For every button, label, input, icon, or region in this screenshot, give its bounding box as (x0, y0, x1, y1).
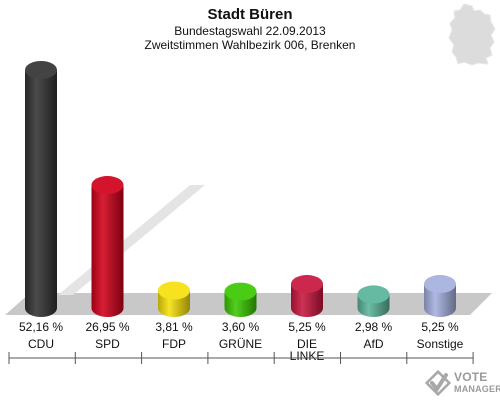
category-label: CDU (28, 337, 54, 351)
bar-cdu (25, 70, 57, 317)
chart-subtitle-district: Zweitstimmen Wahlbezirk 006, Brenken (144, 38, 356, 52)
bar-top-grüne (224, 282, 257, 301)
value-label: 3,60 % (222, 320, 260, 334)
bar-spd (91, 185, 124, 317)
bar-sonstige (424, 284, 456, 317)
value-label: 5,25 % (288, 320, 326, 334)
value-label: 52,16 % (19, 320, 63, 334)
watermark-text-manager: MANAGER (454, 384, 500, 394)
category-label: GRÜNE (219, 337, 262, 351)
category-label: FDP (162, 337, 186, 351)
germany-map-icon (448, 3, 496, 66)
ballot-check-icon (424, 369, 452, 397)
category-label: SPD (95, 337, 120, 351)
category-label: Sonstige (417, 337, 464, 351)
value-label: 5,25 % (421, 320, 459, 334)
bar-top-cdu (25, 61, 57, 79)
category-label: DIE (297, 337, 317, 351)
bar-top-spd (91, 176, 124, 195)
bar-die-linke (291, 284, 323, 317)
chart-subtitle-election: Bundestagswahl 22.09.2013 (174, 24, 326, 38)
bar-top-die-linke (291, 275, 323, 294)
category-label: AfD (363, 337, 383, 351)
floor-shadow (58, 185, 205, 295)
value-label: 3,81 % (155, 320, 193, 334)
watermark-text-vote: VOTE (454, 370, 488, 384)
vote-manager-watermark: VOTE MANAGER (424, 368, 500, 400)
value-label: 26,95 % (85, 320, 129, 334)
value-label: 2,98 % (355, 320, 393, 334)
bar-top-sonstige (424, 275, 456, 294)
chart-title: Stadt Büren (207, 6, 293, 23)
bar-top-fdp (158, 281, 190, 300)
bar-top-afd (357, 285, 390, 304)
category-label: LINKE (290, 349, 325, 363)
